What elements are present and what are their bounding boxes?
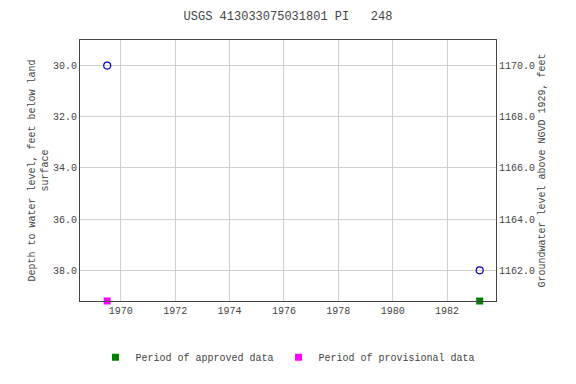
svg-text:1976: 1976 [272,306,296,317]
svg-text:1972: 1972 [163,306,187,317]
svg-text:1166.0: 1166.0 [499,163,535,174]
svg-text:30.0: 30.0 [53,61,77,72]
svg-text:1974: 1974 [218,306,242,317]
svg-text:1168.0: 1168.0 [499,112,535,123]
svg-text:1162.0: 1162.0 [499,266,535,277]
svg-text:32.0: 32.0 [53,112,77,123]
svg-text:34.0: 34.0 [53,163,77,174]
svg-text:1970: 1970 [109,306,133,317]
svg-text:USGS 413033075031801 PI 248: USGS 413033075031801 PI 248 [184,10,393,24]
svg-text:36.0: 36.0 [53,215,77,226]
svg-text:Depth to water level, feet bel: Depth to water level, feet below landsur… [27,59,51,281]
svg-text:1164.0: 1164.0 [499,215,535,226]
svg-text:38.0: 38.0 [53,266,77,277]
svg-text:Groundwater level above NGVD 1: Groundwater level above NGVD 1929, feet [537,53,548,287]
svg-text:Period of approved data: Period of approved data [136,353,274,364]
svg-text:1978: 1978 [326,306,350,317]
svg-text:1980: 1980 [381,306,405,317]
svg-text:Period of provisional data: Period of provisional data [319,353,475,364]
svg-text:1982: 1982 [435,306,459,317]
svg-text:1170.0: 1170.0 [499,61,535,72]
